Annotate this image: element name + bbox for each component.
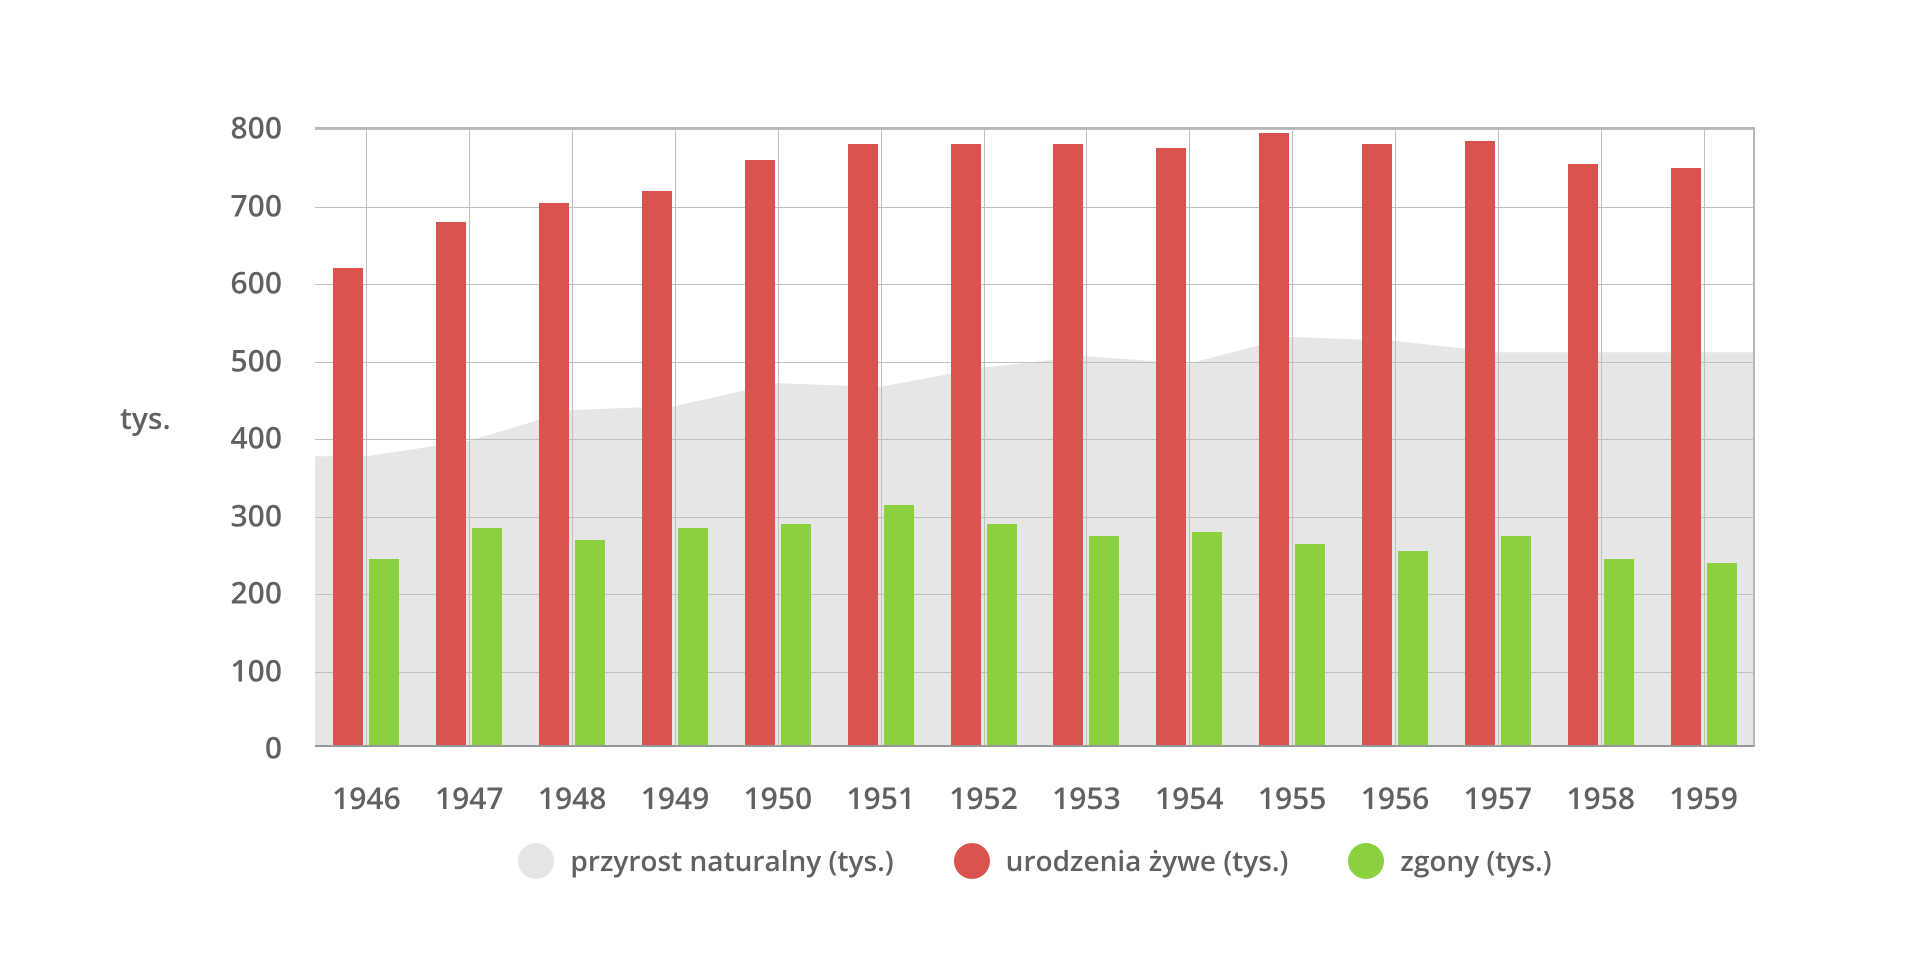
gridline-vertical: [778, 129, 779, 745]
gridline-vertical: [469, 129, 470, 745]
bar-deaths: [884, 505, 914, 745]
gridline-vertical: [1189, 129, 1190, 745]
legend-label: urodzenia żywe (tys.): [1006, 842, 1289, 880]
x-tick-label: 1948: [538, 777, 607, 818]
legend-swatch: [518, 843, 554, 879]
bar-deaths: [1192, 532, 1222, 745]
gridline-vertical: [1086, 129, 1087, 745]
x-tick-label: 1950: [744, 777, 813, 818]
x-tick-label: 1956: [1361, 777, 1430, 818]
x-tick-label: 1947: [435, 777, 504, 818]
legend-item: przyrost naturalny (tys.): [518, 842, 893, 880]
gridline-horizontal: [315, 207, 1753, 208]
y-tick-label: 0: [265, 727, 282, 768]
legend: przyrost naturalny (tys.) urodzenia żywe …: [315, 842, 1755, 880]
bar-births: [1259, 133, 1289, 745]
population-chart: tys. 0100200300400500600700800 194619471…: [150, 67, 1770, 887]
legend-item: urodzenia żywe (tys.): [954, 842, 1289, 880]
gridline-horizontal: [315, 594, 1753, 595]
legend-swatch: [1348, 843, 1384, 879]
bar-deaths: [1089, 536, 1119, 745]
bar-deaths: [1604, 559, 1634, 745]
bar-deaths: [1295, 544, 1325, 746]
x-tick-label: 1955: [1258, 777, 1327, 818]
gridline-vertical: [572, 129, 573, 745]
x-tick-label: 1949: [641, 777, 710, 818]
legend-item: zgony (tys.): [1348, 842, 1551, 880]
gridline-vertical: [881, 129, 882, 745]
y-tick-label: 300: [231, 494, 282, 535]
bar-deaths: [1398, 551, 1428, 745]
x-tick-label: 1954: [1155, 777, 1224, 818]
x-axis: 1946 1947 1948 1949 1950 1951 1952 1953 1954 1955…: [315, 767, 1755, 817]
bar-deaths: [369, 559, 399, 745]
x-tick-label: 1946: [332, 777, 401, 818]
bar-deaths: [781, 524, 811, 745]
bar-births: [848, 144, 878, 745]
bar-deaths: [472, 528, 502, 745]
gridline-vertical: [1704, 129, 1705, 745]
gridline-vertical: [1498, 129, 1499, 745]
y-tick-label: 400: [231, 417, 282, 458]
gridline-vertical: [366, 129, 367, 745]
gridline-vertical: [1601, 129, 1602, 745]
x-tick-label: 1958: [1566, 777, 1635, 818]
bar-births: [745, 160, 775, 745]
gridline-horizontal: [315, 362, 1753, 363]
bar-births: [1053, 144, 1083, 745]
bar-births: [1465, 141, 1495, 746]
bar-deaths: [1707, 563, 1737, 745]
legend-label: zgony (tys.): [1400, 842, 1551, 880]
gridline-horizontal: [315, 517, 1753, 518]
gridline-vertical: [1395, 129, 1396, 745]
x-tick-label: 1952: [949, 777, 1018, 818]
y-tick-label: 600: [231, 262, 282, 303]
bar-deaths: [987, 524, 1017, 745]
bar-births: [1156, 148, 1186, 745]
bar-births: [1568, 164, 1598, 745]
bar-deaths: [1501, 536, 1531, 745]
bar-deaths: [678, 528, 708, 745]
gridline-vertical: [675, 129, 676, 745]
y-tick-label: 800: [231, 107, 282, 148]
gridline-vertical: [1292, 129, 1293, 745]
y-axis: 0100200300400500600700800: [150, 127, 300, 747]
x-tick-label: 1951: [846, 777, 915, 818]
legend-swatch: [954, 843, 990, 879]
y-tick-label: 100: [231, 649, 282, 690]
area-series: [315, 129, 1753, 745]
bar-births: [436, 222, 466, 745]
y-tick-label: 500: [231, 339, 282, 380]
x-tick-label: 1959: [1669, 777, 1738, 818]
gridline-horizontal: [315, 439, 1753, 440]
gridline-horizontal: [315, 284, 1753, 285]
bar-deaths: [575, 540, 605, 745]
bar-births: [642, 191, 672, 745]
bar-births: [1362, 144, 1392, 745]
legend-label: przyrost naturalny (tys.): [570, 842, 893, 880]
bar-births: [539, 203, 569, 746]
y-tick-label: 700: [231, 184, 282, 225]
gridline-horizontal: [315, 672, 1753, 673]
plot-area: [315, 127, 1755, 747]
gridline-horizontal: [315, 129, 1753, 130]
y-tick-label: 200: [231, 572, 282, 613]
x-tick-label: 1953: [1052, 777, 1121, 818]
bar-births: [1671, 168, 1701, 745]
bar-births: [951, 144, 981, 745]
x-tick-label: 1957: [1464, 777, 1533, 818]
bar-births: [333, 268, 363, 745]
area-natural-increase: [315, 337, 1753, 745]
gridline-vertical: [984, 129, 985, 745]
